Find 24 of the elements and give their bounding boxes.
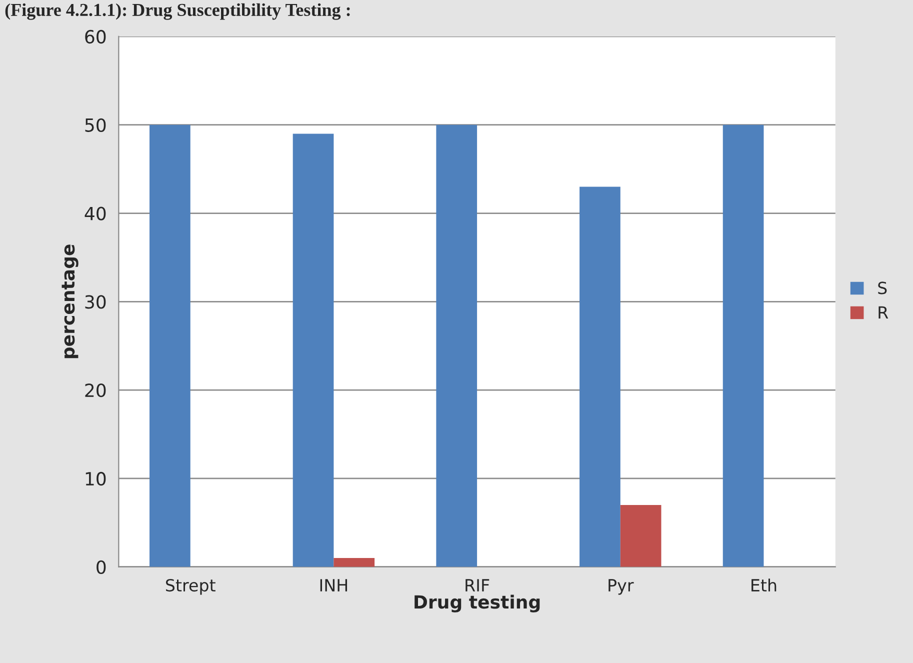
bar bbox=[334, 558, 375, 567]
x-tick-label: Strept bbox=[166, 578, 216, 595]
chart-title: (Figure 4.2.1.1): Drug Susceptibility Testing : bbox=[5, 3, 350, 20]
x-tick-label: Eth bbox=[752, 578, 776, 592]
x-axis-title: Drug testing bbox=[414, 594, 540, 612]
y-axis-title: percentage bbox=[62, 244, 78, 358]
bar bbox=[292, 134, 334, 567]
y-tick-label: 10 bbox=[86, 472, 106, 486]
x-tick-label: RIF bbox=[466, 579, 490, 592]
bar bbox=[620, 504, 662, 567]
legend-label: R bbox=[878, 306, 888, 318]
x-tick-label: INH bbox=[320, 579, 348, 592]
bar bbox=[580, 186, 620, 567]
y-tick-label: 20 bbox=[85, 384, 106, 398]
y-tick-label: 30 bbox=[85, 295, 106, 309]
bar bbox=[722, 124, 764, 567]
y-tick-label: 60 bbox=[85, 30, 106, 44]
x-tick-label: Pyr bbox=[608, 579, 634, 595]
bar bbox=[150, 124, 190, 567]
bar bbox=[436, 124, 478, 567]
legend-label: S bbox=[878, 282, 887, 294]
y-tick-label: 50 bbox=[85, 118, 106, 132]
y-tick-label: 40 bbox=[84, 206, 106, 220]
y-tick-label: 0 bbox=[96, 560, 106, 574]
